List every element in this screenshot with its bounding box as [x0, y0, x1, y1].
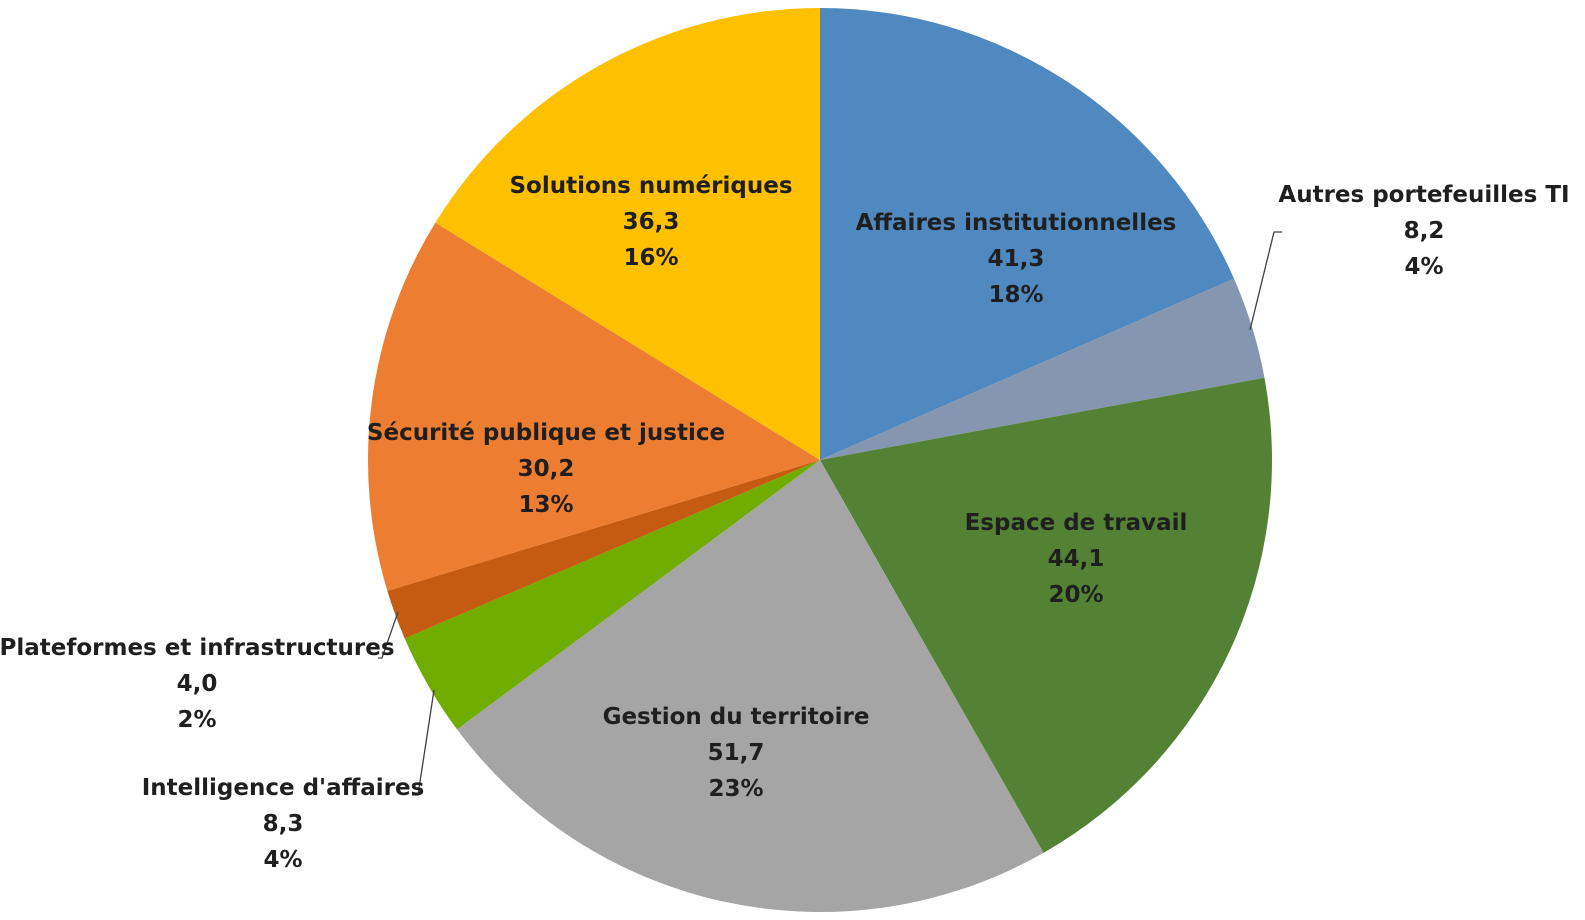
slice-value-label: 36,3 — [623, 209, 680, 235]
slice-value-label: 44,1 — [1048, 546, 1105, 572]
pie-slice-gestion-du-territoire — [457, 460, 1044, 913]
slice-value-label: 51,7 — [708, 740, 765, 766]
slice-percent-label: 18% — [988, 282, 1043, 308]
pie-slice-intelligence-d-affaires — [404, 460, 820, 730]
slice-label-espace-de-travail: Espace de travail 44,1 20% — [965, 510, 1188, 608]
slice-percent-label: 16% — [623, 245, 678, 271]
slice-name-label: Solutions numériques — [509, 173, 792, 199]
pie-slice-affaires-institutionnelles — [820, 8, 1235, 460]
slice-percent-label: 4% — [263, 847, 302, 873]
pie-slice-plateformes-et-infrastructures — [387, 460, 820, 639]
slice-value-label: 30,2 — [518, 456, 575, 482]
slice-name-label: Sécurité publique et justice — [367, 420, 725, 446]
slice-value-label: 41,3 — [988, 246, 1045, 272]
leader-line-intelligence-d-affaires — [412, 689, 435, 796]
slice-percent-label: 13% — [518, 492, 573, 518]
slice-label-affaires-institutionnelles: Affaires institutionnelles 41,3 18% — [856, 210, 1177, 308]
leader-line-autres-portefeuilles-ti — [1249, 231, 1282, 331]
pie-slice-autres-portefeuilles-ti — [820, 278, 1265, 460]
slice-name-label: Espace de travail — [965, 510, 1188, 536]
slice-label-intelligence-d-affaires: Intelligence d'affaires 8,3 4% — [142, 775, 425, 873]
slice-value-label: 4,0 — [177, 671, 218, 697]
slice-name-label: Plateformes et infrastructures — [0, 635, 395, 661]
slice-name-label: Affaires institutionnelles — [856, 210, 1177, 236]
pie-slice-securite-publique-et-justice — [367, 222, 820, 591]
slice-label-gestion-du-territoire: Gestion du territoire 51,7 23% — [603, 704, 870, 802]
slice-percent-label: 20% — [1048, 582, 1103, 608]
slice-label-securite-publique-et-justice: Sécurité publique et justice 30,2 13% — [367, 420, 725, 518]
slice-percent-label: 2% — [177, 707, 216, 733]
pie-slices — [367, 8, 1273, 913]
pie-slice-espace-de-travail — [820, 377, 1273, 853]
slice-labels: Affaires institutionnelles 41,3 18% Autres … — [0, 173, 1570, 873]
slice-name-label: Gestion du territoire — [603, 704, 870, 730]
pie-slice-solutions-numeriques — [435, 8, 820, 460]
leader-line-plateformes-et-infrastructures — [378, 611, 399, 659]
slice-value-label: 8,3 — [263, 811, 304, 837]
slice-percent-label: 4% — [1404, 254, 1443, 280]
slice-name-label: Intelligence d'affaires — [142, 775, 425, 801]
slice-percent-label: 23% — [708, 776, 763, 802]
slice-label-plateformes-et-infrastructures: Plateformes et infrastructures 4,0 2% — [0, 635, 395, 733]
slice-label-autres-portefeuilles-ti: Autres portefeuilles TI 8,2 4% — [1278, 182, 1569, 280]
slice-label-solutions-numeriques: Solutions numériques 36,3 16% — [509, 173, 792, 271]
slice-value-label: 8,2 — [1404, 218, 1445, 244]
slice-name-label: Autres portefeuilles TI — [1278, 182, 1569, 208]
leader-lines — [378, 231, 1282, 796]
